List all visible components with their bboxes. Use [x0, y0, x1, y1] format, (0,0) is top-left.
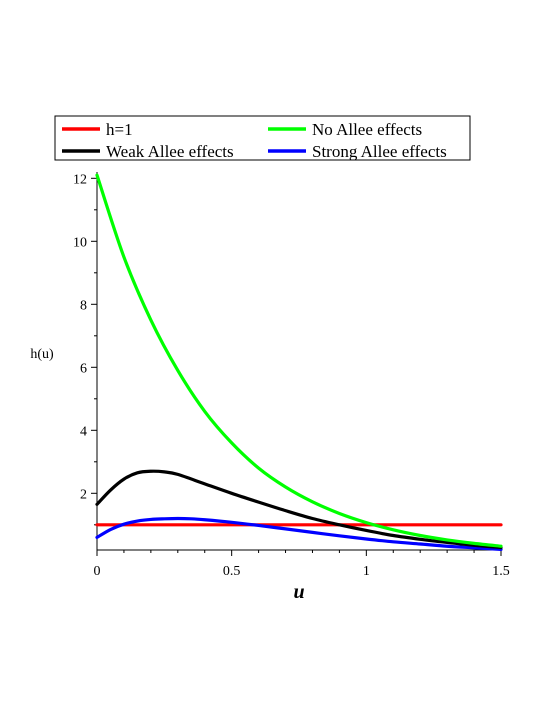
x-tick-label: 1.5: [492, 564, 510, 579]
legend-label-weak-allee-effects: Weak Allee effects: [106, 142, 234, 161]
legend-box: [54, 115, 471, 161]
legend-label-h-1: h=1: [106, 120, 133, 139]
x-tick-label: 0.5: [223, 564, 241, 579]
axes: 0 0.5 1 1.5 2 4 6 8 10 12: [73, 172, 510, 579]
x-tick-label: 1: [363, 564, 370, 579]
y-tick-label: 12: [73, 172, 87, 187]
legend-label-strong-allee-effects: Strong Allee effects: [312, 142, 447, 161]
y-tick-label: 10: [73, 235, 87, 250]
x-axis-label: u: [293, 581, 304, 603]
series-line-strong-allee-effects: [95, 516, 503, 551]
y-tick-label: 2: [80, 487, 87, 502]
series-line-no-allee-effects: [95, 173, 503, 548]
legend: h=1 No Allee effects Weak Allee effects Str…: [54, 115, 471, 161]
y-tick-label: 8: [80, 298, 87, 313]
series-line-weak-allee-effects: [95, 469, 503, 550]
x-tick-label: 0: [94, 564, 101, 579]
y-axis-label: h(u): [30, 347, 54, 362]
y-tick-label: 4: [80, 424, 87, 439]
series-lines: [95, 173, 503, 551]
legend-label-no-allee-effects: No Allee effects: [312, 120, 422, 139]
y-tick-label: 6: [80, 361, 87, 376]
